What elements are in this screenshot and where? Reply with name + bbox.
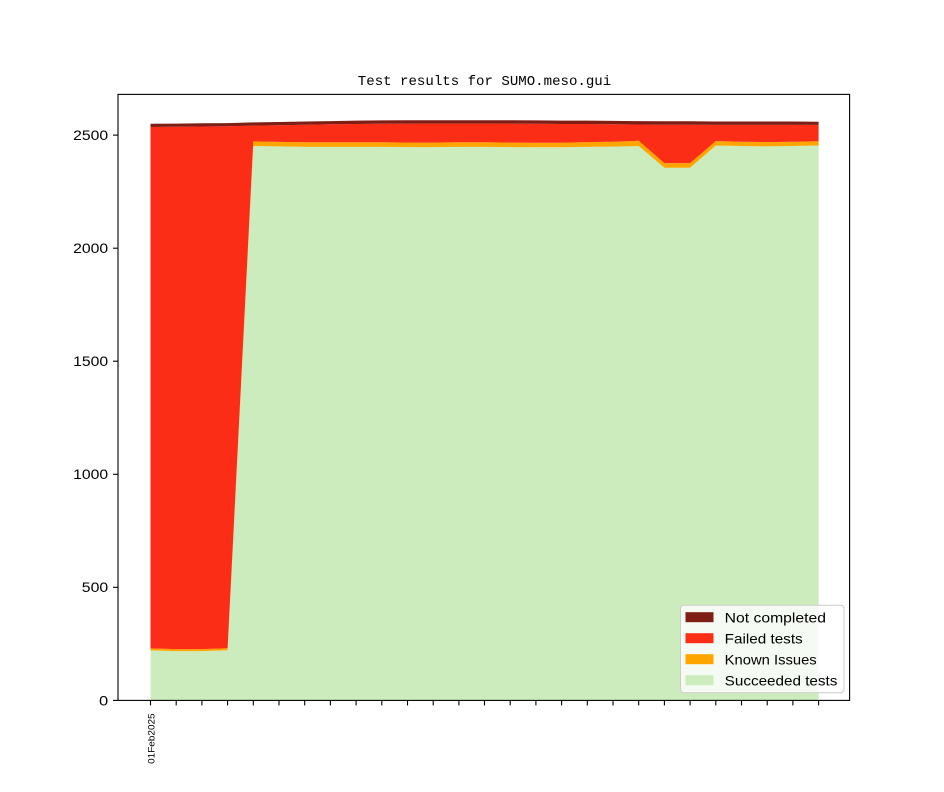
- svg-text:0: 0: [99, 693, 108, 708]
- svg-text:Not completed: Not completed: [725, 609, 826, 625]
- svg-text:01Feb2025: 01Feb2025: [146, 713, 157, 764]
- svg-text:500: 500: [82, 580, 108, 595]
- svg-text:1500: 1500: [73, 354, 108, 369]
- svg-text:Known Issues: Known Issues: [725, 651, 817, 667]
- svg-text:Test results for SUMO.meso.gui: Test results for SUMO.meso.gui: [358, 74, 611, 90]
- svg-text:2500: 2500: [73, 128, 108, 143]
- svg-text:1000: 1000: [73, 467, 108, 482]
- svg-text:2000: 2000: [73, 241, 108, 256]
- svg-text:Succeeded tests: Succeeded tests: [725, 672, 838, 688]
- svg-text:Failed tests: Failed tests: [725, 630, 803, 646]
